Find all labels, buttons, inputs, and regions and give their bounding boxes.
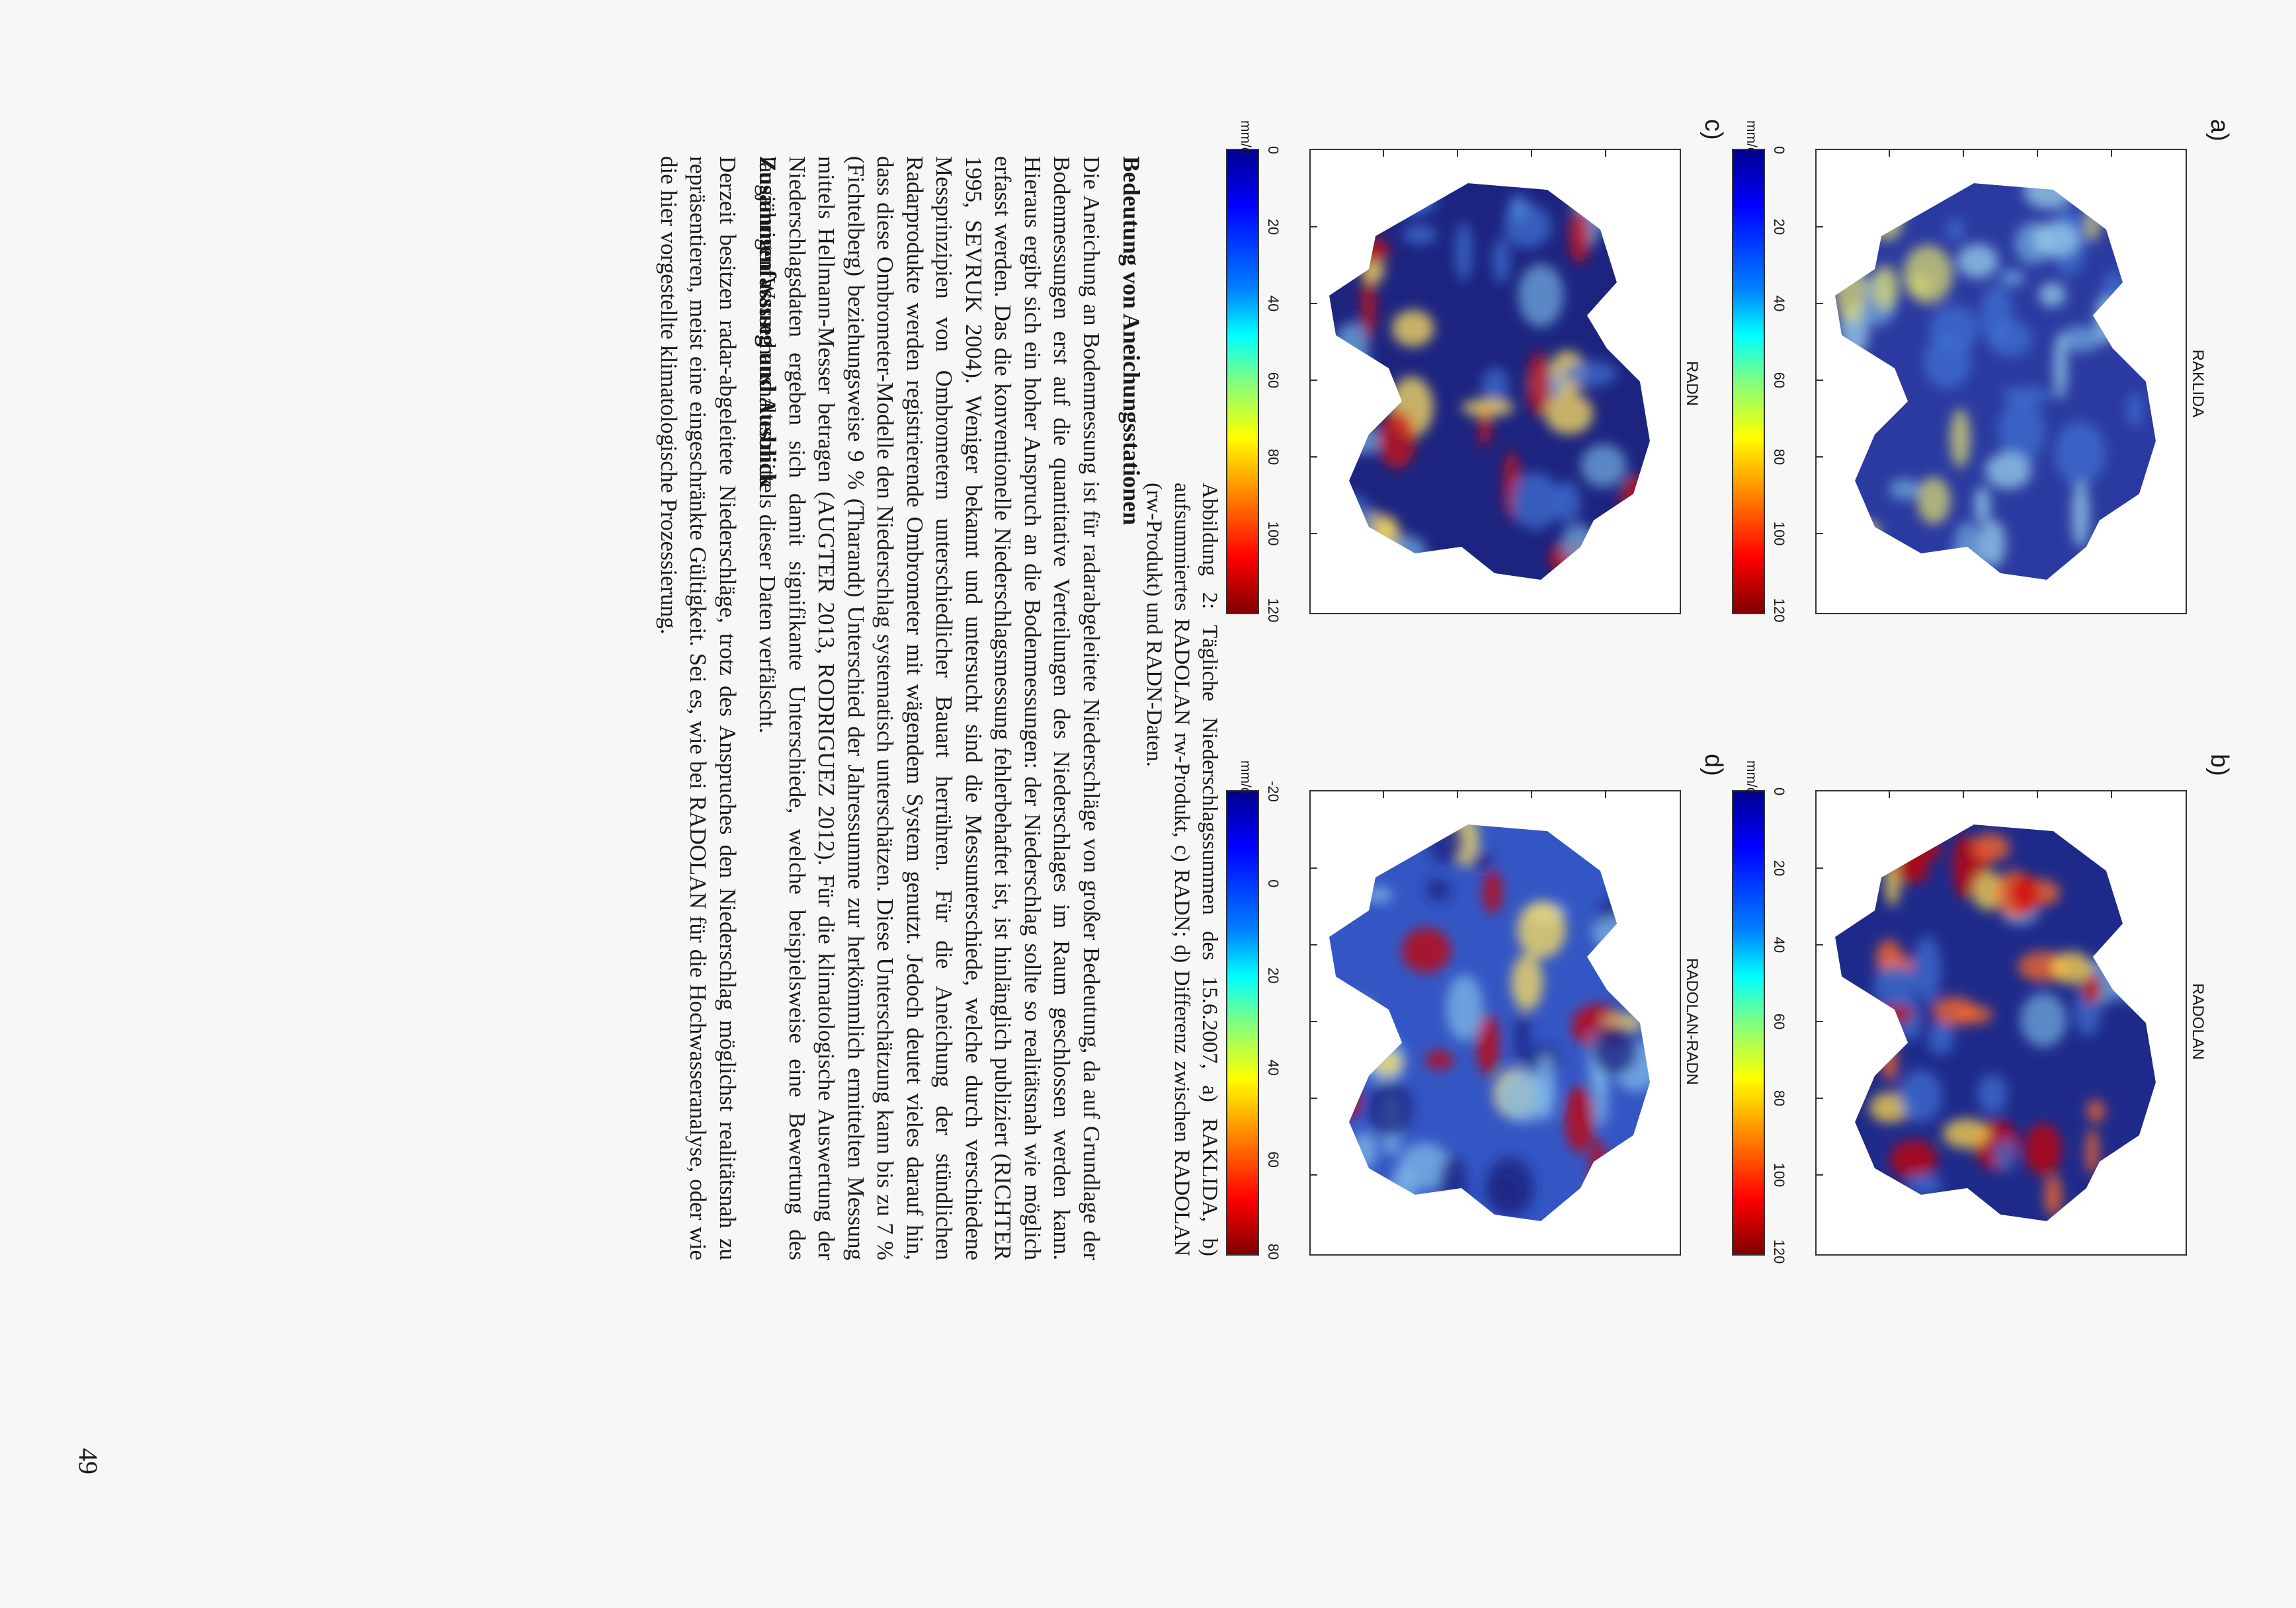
colorbar-tick-label: 40 [1265, 295, 1282, 312]
panel-d-letter: d) [1700, 754, 1727, 776]
precipitation-map-graphic [1817, 150, 2156, 580]
colorbar-tick-label: 120 [1771, 1239, 1787, 1264]
figure-caption: Abbildung 2: Tägliche Niederschlagssumme… [1142, 483, 1221, 1256]
panel-b-letter: b) [2205, 754, 2233, 776]
map-radn [1309, 149, 1681, 614]
colorbar-tick-label: 0 [1771, 787, 1787, 796]
colorbar-radolan [1732, 790, 1765, 1256]
section-heading-aneichung: Bedeutung von Aneichungsstationen [1118, 156, 1145, 526]
colorbar-tick-label: -20 [1265, 781, 1282, 802]
colorbar-radolan-radn [1226, 790, 1259, 1256]
panel-c-title: RADN [1683, 360, 1701, 406]
colorbar-tick-label: 20 [1265, 967, 1282, 984]
colorbar-tick-label: 60 [1265, 1151, 1282, 1168]
colorbar-raklida-unit: mm/d [1744, 120, 1759, 155]
map-raklida [1815, 149, 2187, 614]
colorbar-tick-label: 20 [1771, 860, 1787, 877]
colorbar-raklida [1732, 149, 1765, 614]
panel-c-letter: c) [1700, 119, 1727, 140]
map-radolan-radn [1309, 790, 1681, 1256]
colorbar-tick-label: 120 [1771, 598, 1787, 623]
panel-a-letter: a) [2205, 119, 2233, 141]
colorbar-tick-label: 80 [1265, 448, 1282, 465]
panel-a-title: RAKLIDA [2189, 349, 2207, 418]
page-number: 49 [73, 1448, 103, 1474]
colorbar-tick-label: 100 [1771, 521, 1787, 546]
precipitation-map-graphic [1311, 150, 1650, 580]
colorbar-tick-label: 20 [1771, 218, 1787, 235]
colorbar-radn-unit: mm/d [1238, 120, 1253, 155]
panel-d-title: RADOLAN-RADN [1683, 957, 1701, 1086]
colorbar-tick-label: 80 [1771, 1090, 1787, 1107]
precipitation-map-graphic [1311, 791, 1650, 1221]
colorbar-tick-label: 60 [1771, 372, 1787, 389]
colorbar-tick-label: 60 [1265, 372, 1282, 389]
colorbar-radolan-radn-unit: mm/d [1238, 760, 1253, 795]
colorbar-tick-label: 60 [1771, 1013, 1787, 1030]
colorbar-tick-label: 0 [1771, 145, 1787, 155]
colorbar-tick-label: 80 [1265, 1243, 1282, 1260]
panel-b-title: RADOLAN [2189, 983, 2207, 1061]
section-heading-zusammenfassung: Zusammenfassung und Ausblick [755, 156, 781, 487]
colorbar-tick-label: 40 [1265, 1059, 1282, 1076]
colorbar-tick-label: 40 [1771, 295, 1787, 312]
section-body-aneichung: Die Aneichung an Bodenmessung ist für ra… [755, 156, 1105, 1260]
colorbar-tick-label: 0 [1265, 879, 1282, 888]
section-body-zusammenfassung: Derzeit besitzen radar-abgeleitete Niede… [656, 156, 741, 1260]
colorbar-radn [1226, 149, 1259, 614]
colorbar-tick-label: 120 [1265, 598, 1282, 623]
map-radolan [1815, 790, 2187, 1256]
colorbar-tick-label: 80 [1771, 448, 1787, 465]
colorbar-tick-label: 100 [1265, 521, 1282, 546]
precipitation-map-graphic [1817, 791, 2156, 1221]
colorbar-tick-label: 40 [1771, 936, 1787, 953]
colorbar-tick-label: 0 [1265, 145, 1282, 155]
colorbar-tick-label: 20 [1265, 218, 1282, 235]
colorbar-tick-label: 100 [1771, 1162, 1787, 1187]
colorbar-radolan-unit: mm/d [1744, 760, 1759, 795]
